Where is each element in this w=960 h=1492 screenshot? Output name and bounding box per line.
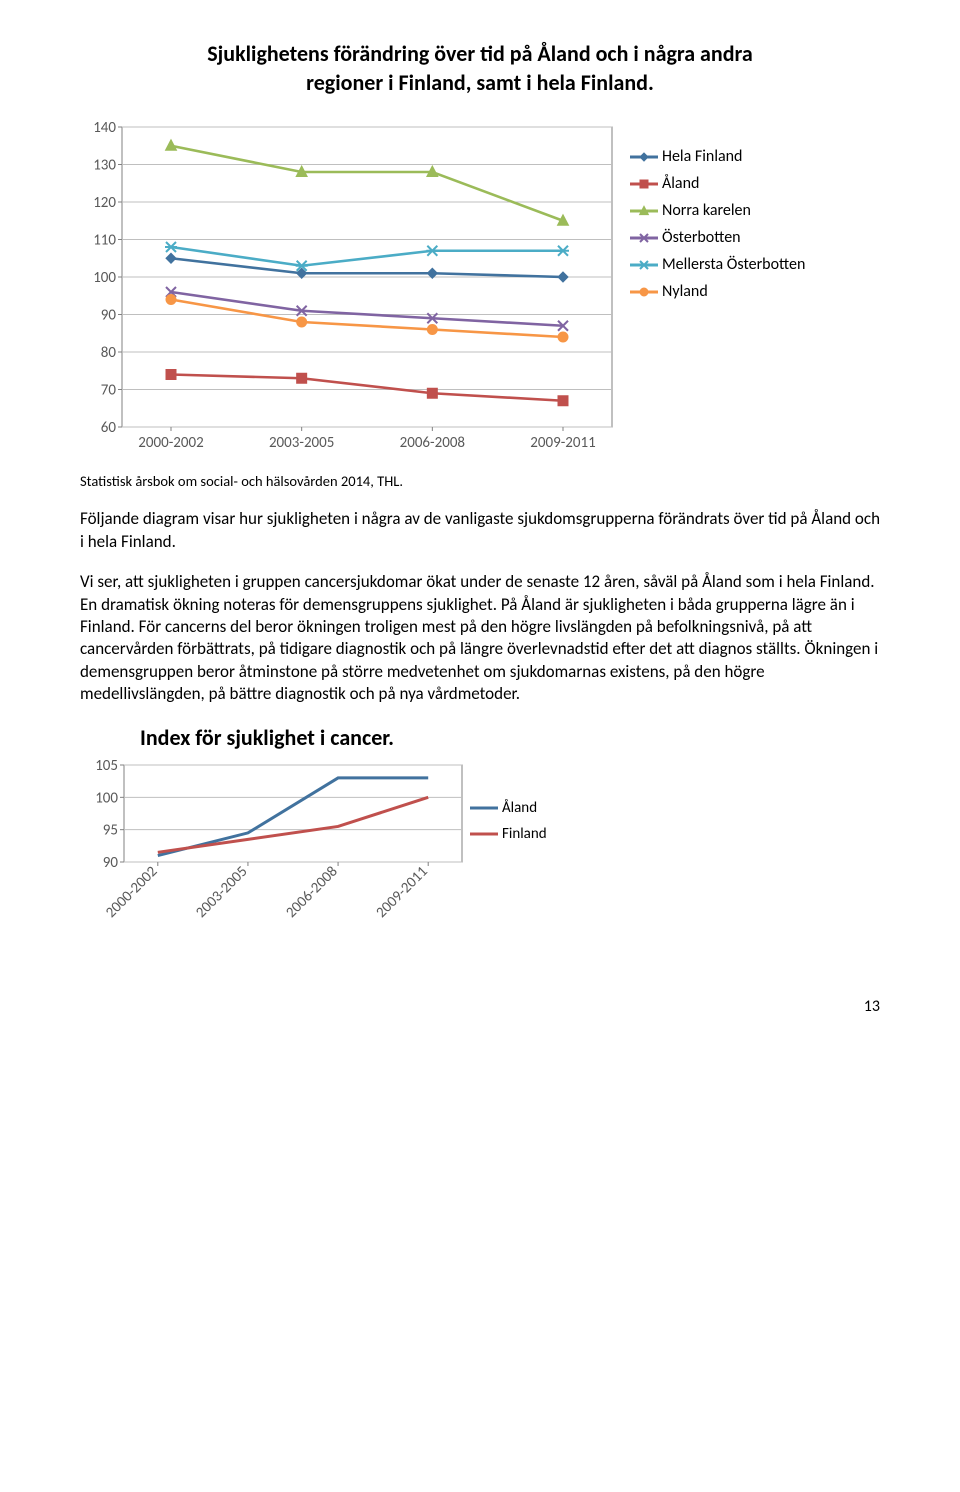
svg-text:120: 120 — [93, 194, 116, 212]
small-chart-block: 90951001052000-20022003-20052006-2008200… — [80, 757, 880, 947]
svg-text:2009-2011: 2009-2011 — [530, 434, 595, 452]
legend-swatch — [630, 258, 658, 272]
legend-swatch — [630, 285, 658, 299]
legend-label: Norra karelen — [662, 201, 751, 220]
svg-text:90: 90 — [101, 307, 117, 325]
svg-text:80: 80 — [101, 344, 117, 362]
legend-label: Åland — [662, 174, 699, 193]
title-line2: regioner i Finland, samt i hela Finland. — [306, 69, 654, 96]
legend-label: Mellersta Österbotten — [662, 255, 805, 274]
legend-swatch — [470, 827, 498, 841]
svg-text:95: 95 — [103, 821, 118, 839]
svg-text:105: 105 — [95, 757, 118, 775]
source-citation: Statistisk årsbok om social- och hälsovå… — [80, 472, 880, 490]
legend-item: Norra karelen — [630, 201, 805, 220]
main-chart-block: 60 70 80 90 100 110 120 130 140 2000-2002 2003-200… — [80, 117, 880, 462]
svg-text:140: 140 — [93, 119, 116, 137]
legend-item: Österbotten — [630, 228, 805, 247]
legend-label: Hela Finland — [662, 147, 742, 166]
small-chart-legend: Åland Finland — [470, 799, 547, 851]
svg-text:90: 90 — [103, 854, 119, 872]
svg-text:2003-2005: 2003-2005 — [192, 862, 251, 921]
main-chart: 60 70 80 90 100 110 120 130 140 2000-2002 2003-200… — [80, 117, 620, 462]
legend-swatch — [470, 801, 498, 815]
legend-label: Åland — [502, 799, 537, 817]
legend-label: Finland — [502, 825, 547, 843]
small-chart-svg: 90951001052000-20022003-20052006-2008200… — [80, 757, 470, 942]
svg-text:110: 110 — [93, 232, 116, 250]
svg-text:2009-2011: 2009-2011 — [373, 862, 432, 921]
svg-text:100: 100 — [93, 269, 116, 287]
legend-item: Åland — [470, 799, 547, 817]
svg-text:2006-2008: 2006-2008 — [400, 434, 465, 452]
title-line1: Sjuklighetens förändring över tid på Åla… — [207, 40, 752, 67]
legend-label: Österbotten — [662, 228, 741, 247]
legend-item: Åland — [630, 174, 805, 193]
page-title: Sjuklighetens förändring över tid på Åla… — [80, 40, 880, 97]
main-chart-svg: 60 70 80 90 100 110 120 130 140 2000-2002 2003-200… — [80, 117, 620, 457]
page-number: 13 — [80, 997, 880, 1016]
svg-text:2006-2008: 2006-2008 — [283, 862, 342, 921]
svg-text:60: 60 — [101, 419, 117, 437]
legend-item: Hela Finland — [630, 147, 805, 166]
svg-text:2000-2002: 2000-2002 — [138, 434, 203, 452]
legend-item: Nyland — [630, 282, 805, 301]
paragraph-2: Vi ser, att sjukligheten i gruppen cance… — [80, 571, 880, 706]
legend-swatch — [630, 177, 658, 191]
svg-text:70: 70 — [101, 382, 117, 400]
paragraph-1: Följande diagram visar hur sjukligheten … — [80, 508, 880, 553]
svg-text:130: 130 — [93, 157, 116, 175]
legend-label: Nyland — [662, 282, 708, 301]
small-chart: 90951001052000-20022003-20052006-2008200… — [80, 757, 470, 947]
svg-text:100: 100 — [95, 789, 118, 807]
legend-item: Finland — [470, 825, 547, 843]
small-chart-title: Index för sjuklighet i cancer. — [140, 724, 880, 751]
legend-swatch — [630, 150, 658, 164]
legend-swatch — [630, 204, 658, 218]
svg-text:2003-2005: 2003-2005 — [269, 434, 334, 452]
main-chart-legend: Hela Finland Åland Norra karelen Österbotte… — [630, 147, 805, 309]
legend-item: Mellersta Österbotten — [630, 255, 805, 274]
legend-swatch — [630, 231, 658, 245]
